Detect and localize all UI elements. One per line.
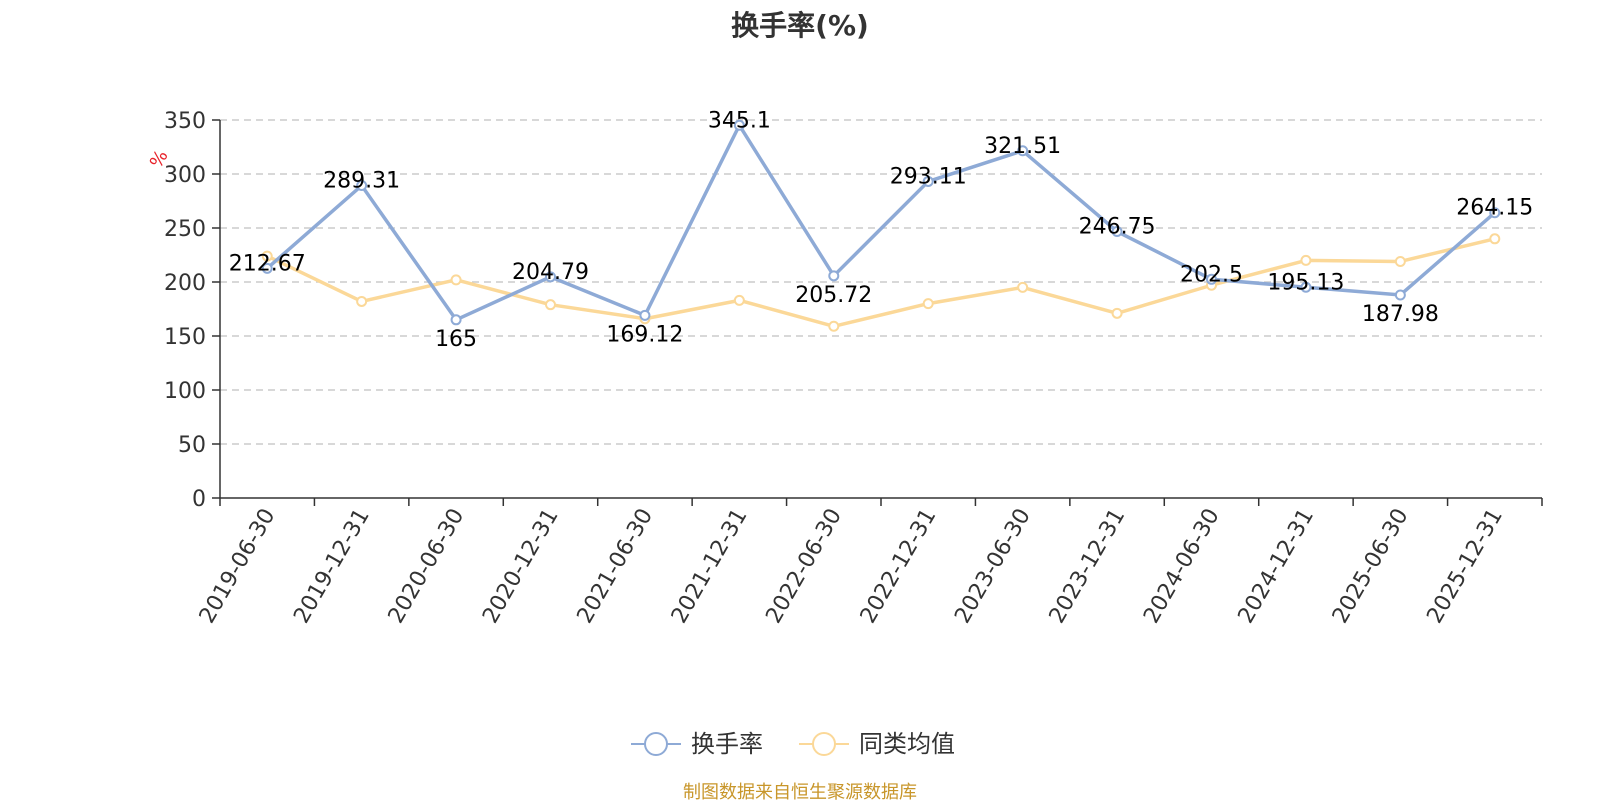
data-label: 345.1	[708, 108, 771, 133]
x-tick-label: 2021-06-30	[573, 505, 659, 628]
series-point-0	[545, 271, 556, 283]
legend-marker	[644, 732, 668, 756]
data-label: 205.72	[795, 283, 872, 308]
series-point-1	[922, 298, 934, 310]
series-point-1	[450, 274, 462, 286]
data-label: 321.51	[984, 134, 1061, 159]
series-point-1	[356, 295, 368, 307]
series-lines	[261, 119, 1501, 332]
series-point-1	[1394, 255, 1406, 267]
data-label: 264.15	[1456, 196, 1533, 221]
legend-label: 换手率	[691, 730, 763, 758]
x-tick-label: 2022-12-31	[856, 505, 942, 628]
y-tick-label: 100	[164, 379, 206, 404]
data-label: 204.79	[512, 260, 589, 285]
data-label: 212.67	[229, 251, 306, 276]
data-label: 165	[435, 327, 477, 352]
x-tick-label: 2020-06-30	[384, 505, 470, 628]
series-point-0	[450, 314, 462, 326]
x-tick-label: 2023-06-30	[950, 505, 1036, 628]
series-line-0	[266, 123, 1496, 322]
series-point-1	[828, 320, 840, 332]
series-point-1	[1300, 254, 1312, 266]
data-label: 289.31	[323, 169, 400, 194]
y-tick-label: 150	[164, 325, 206, 350]
y-tick-label: 250	[164, 217, 206, 242]
chart-title: 换手率(%)	[731, 9, 869, 42]
series-point-1	[1489, 233, 1501, 245]
series-point-1	[261, 250, 273, 262]
series-point-0	[1394, 289, 1406, 301]
series-point-0	[922, 175, 934, 187]
series-point-0	[828, 270, 840, 282]
y-tick-label: 200	[164, 271, 206, 296]
data-label: 293.11	[890, 164, 967, 189]
series-point-0	[356, 180, 368, 192]
legend-item-0: 换手率	[631, 730, 763, 758]
x-tick-label: 2025-06-30	[1328, 505, 1414, 628]
data-labels: 212.67 289.31 165 204.79 169.12 345.1 205.72 29…	[229, 108, 1534, 352]
data-label: 246.75	[1079, 215, 1156, 240]
series-point-0	[1111, 226, 1123, 238]
series-point-0	[1489, 207, 1501, 219]
data-label: 195.13	[1267, 270, 1344, 295]
x-tick-label: 2019-06-30	[195, 505, 281, 628]
y-tick-label: 50	[178, 433, 206, 458]
x-tick-label: 2023-12-31	[1045, 505, 1131, 628]
series-line-1	[266, 237, 1496, 329]
legend-label: 同类均值	[859, 730, 955, 758]
series-point-1	[1111, 307, 1123, 319]
series-point-0	[261, 262, 273, 274]
series-point-0	[733, 119, 745, 131]
series-point-0	[1206, 273, 1217, 285]
x-tick-label: 2020-12-31	[478, 505, 564, 628]
series-point-1	[545, 299, 556, 311]
data-label: 187.98	[1362, 302, 1439, 327]
x-tick-label: 2024-06-30	[1139, 505, 1225, 628]
series-point-0	[1300, 281, 1312, 293]
series-point-0	[1017, 145, 1029, 157]
data-label: 169.12	[606, 322, 683, 347]
series-point-0	[639, 309, 651, 321]
data-label: 202.5	[1180, 262, 1243, 287]
y-tick-label: 350	[164, 109, 206, 134]
legend-marker	[812, 732, 836, 756]
legend-item-1: 同类均值	[799, 730, 955, 758]
legend: 换手率 同类均值	[631, 730, 955, 758]
y-tick-label: 300	[164, 163, 206, 188]
x-tick-label: 2025-12-31	[1422, 505, 1508, 628]
x-tick-label: 2019-12-31	[289, 505, 375, 628]
series-point-1	[1017, 281, 1029, 293]
x-tick-label: 2024-12-31	[1234, 505, 1320, 628]
x-tick-label: 2021-12-31	[667, 505, 753, 628]
y-tick-label: 0	[192, 487, 206, 512]
source-note: 制图数据来自恒生聚源数据库	[683, 782, 917, 803]
series-point-1	[733, 294, 745, 306]
x-tick-label: 2022-06-30	[761, 505, 847, 628]
